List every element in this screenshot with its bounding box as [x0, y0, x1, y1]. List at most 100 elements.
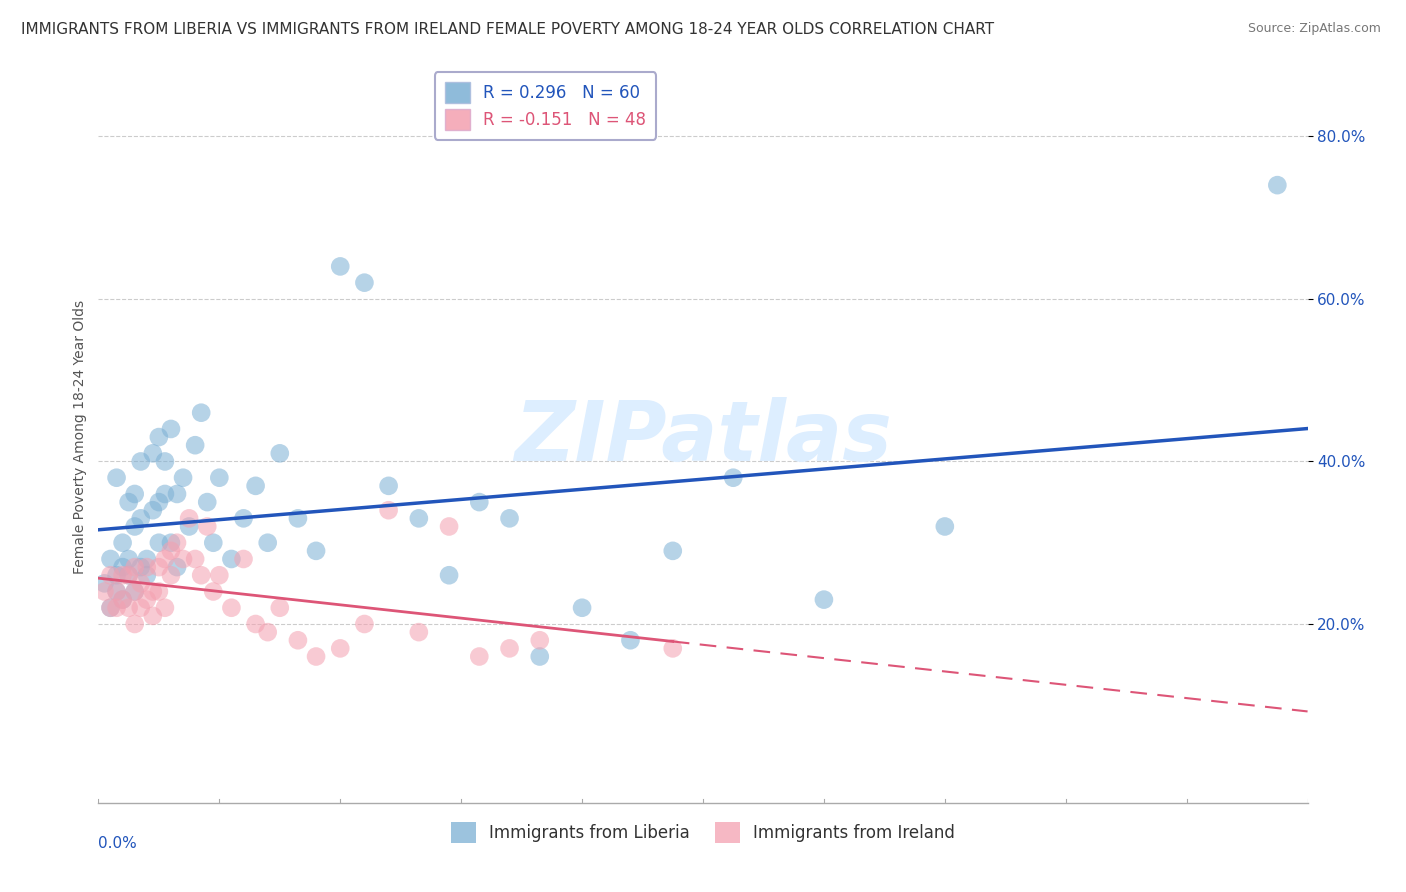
Point: [153, 454, 176, 468]
Point: [437, 519, 460, 533]
Point: [529, 649, 551, 664]
Point: [105, 584, 128, 599]
Point: [256, 625, 278, 640]
Point: [153, 552, 176, 566]
Point: [166, 487, 188, 501]
Point: [529, 633, 551, 648]
Y-axis label: Female Poverty Among 18-24 Year Olds: Female Poverty Among 18-24 Year Olds: [73, 300, 87, 574]
Point: [166, 560, 188, 574]
Point: [723, 471, 745, 485]
Point: [124, 584, 146, 599]
Point: [111, 560, 134, 574]
Point: [118, 568, 141, 582]
Point: [148, 535, 170, 549]
Point: [160, 422, 183, 436]
Point: [269, 446, 291, 460]
Point: [105, 584, 128, 599]
Point: [377, 479, 399, 493]
Point: [166, 535, 188, 549]
Point: [179, 511, 201, 525]
Point: [93, 576, 115, 591]
Point: [160, 568, 183, 582]
Point: [329, 260, 352, 274]
Point: [129, 511, 152, 525]
Point: [100, 600, 122, 615]
Point: [934, 519, 956, 533]
Point: [135, 568, 157, 582]
Point: [148, 430, 170, 444]
Point: [142, 584, 165, 599]
Point: [269, 600, 291, 615]
Point: [118, 600, 141, 615]
Point: [245, 479, 267, 493]
Point: [142, 608, 165, 623]
Point: [245, 617, 267, 632]
Point: [142, 446, 165, 460]
Point: [100, 568, 122, 582]
Point: [184, 552, 207, 566]
Point: [172, 471, 194, 485]
Point: [305, 649, 328, 664]
Point: [195, 495, 218, 509]
Point: [190, 568, 212, 582]
Point: [498, 511, 520, 525]
Point: [202, 584, 225, 599]
Point: [353, 276, 375, 290]
Point: [105, 471, 128, 485]
Point: [160, 535, 183, 549]
Point: [118, 568, 141, 582]
Point: [221, 600, 243, 615]
Point: [329, 641, 352, 656]
Point: [124, 617, 146, 632]
Point: [408, 511, 430, 525]
Point: [221, 552, 243, 566]
Point: [153, 487, 176, 501]
Point: [100, 552, 122, 566]
Point: [142, 503, 165, 517]
Point: [661, 641, 683, 656]
Point: [256, 535, 278, 549]
Point: [129, 454, 152, 468]
Point: [118, 495, 141, 509]
Point: [190, 406, 212, 420]
Text: Source: ZipAtlas.com: Source: ZipAtlas.com: [1247, 22, 1381, 36]
Point: [160, 544, 183, 558]
Point: [100, 600, 122, 615]
Text: 0.0%: 0.0%: [98, 836, 138, 851]
Point: [135, 560, 157, 574]
Point: [111, 592, 134, 607]
Point: [208, 471, 231, 485]
Point: [153, 600, 176, 615]
Point: [408, 625, 430, 640]
Point: [105, 600, 128, 615]
Point: [129, 560, 152, 574]
Point: [124, 519, 146, 533]
Point: [111, 592, 134, 607]
Point: [468, 495, 491, 509]
Legend: Immigrants from Liberia, Immigrants from Ireland: Immigrants from Liberia, Immigrants from…: [444, 815, 962, 849]
Point: [661, 544, 683, 558]
Point: [111, 568, 134, 582]
Point: [305, 544, 328, 558]
Point: [93, 584, 115, 599]
Point: [124, 560, 146, 574]
Point: [571, 600, 593, 615]
Point: [232, 511, 254, 525]
Point: [813, 592, 835, 607]
Point: [124, 584, 146, 599]
Point: [287, 633, 309, 648]
Point: [437, 568, 460, 582]
Point: [619, 633, 641, 648]
Point: [148, 560, 170, 574]
Point: [124, 487, 146, 501]
Point: [377, 503, 399, 517]
Point: [105, 568, 128, 582]
Point: [202, 535, 225, 549]
Point: [172, 552, 194, 566]
Point: [111, 535, 134, 549]
Point: [1267, 178, 1289, 193]
Point: [232, 552, 254, 566]
Point: [148, 584, 170, 599]
Point: [353, 617, 375, 632]
Point: [498, 641, 520, 656]
